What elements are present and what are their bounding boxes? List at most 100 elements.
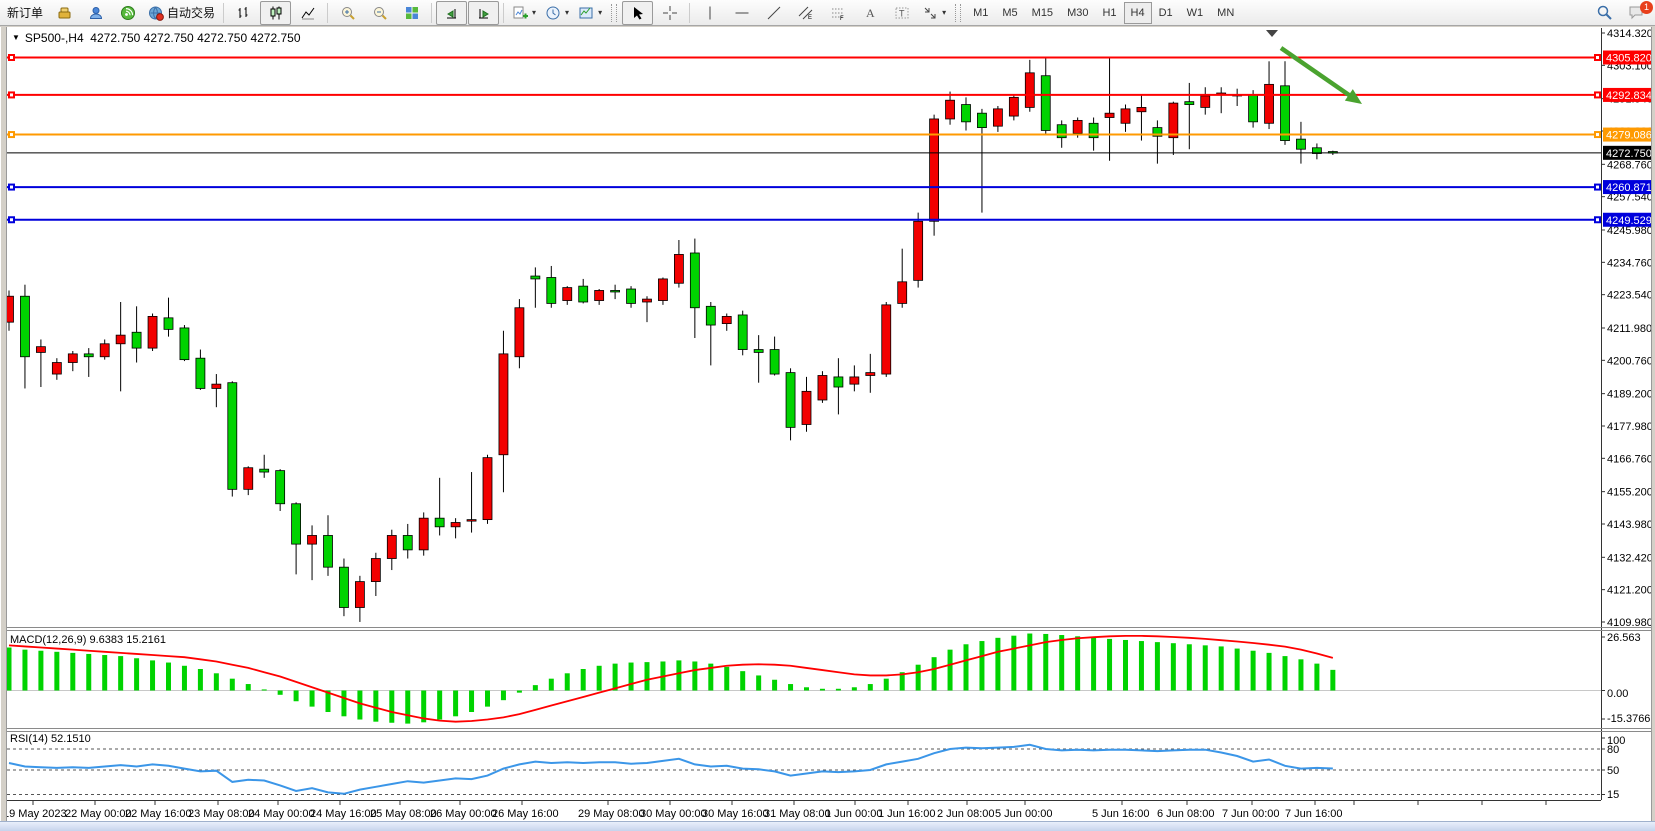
autotrading-label: 自动交易	[167, 6, 216, 20]
rsi-name: RSI(14)	[10, 733, 48, 745]
template-icon	[578, 5, 594, 21]
macd-name: MACD(12,26,9)	[10, 634, 87, 646]
svg-text:E: E	[808, 15, 812, 21]
svg-text:F: F	[840, 16, 844, 21]
svg-text:4249.529: 4249.529	[1606, 215, 1652, 227]
tf-h4[interactable]: H4	[1123, 1, 1152, 24]
template-button[interactable]: ▾	[574, 1, 606, 25]
chevron-down-icon: ▾	[942, 8, 947, 17]
svg-text:4109.980: 4109.980	[1607, 617, 1653, 629]
tile-windows-button[interactable]	[396, 1, 427, 25]
text-button[interactable]: A	[854, 1, 885, 25]
toolbar-grip[interactable]	[611, 3, 618, 22]
svg-text:4257.540: 4257.540	[1607, 192, 1653, 204]
svg-text:24 May 16:00: 24 May 16:00	[310, 808, 377, 820]
rsi-label: RSI(14) 52.1510	[10, 733, 91, 745]
svg-text:4143.980: 4143.980	[1607, 519, 1653, 531]
notifications-button[interactable]: 1	[1621, 0, 1653, 25]
chart-window	[0, 27, 1655, 831]
tile-windows-icon	[404, 5, 420, 21]
label-icon: T	[894, 5, 910, 21]
svg-text:50: 50	[1607, 765, 1619, 777]
bar-chart-button[interactable]	[228, 1, 259, 25]
window-bottom-strip[interactable]	[0, 821, 1655, 831]
auto-scroll-button[interactable]	[436, 0, 468, 25]
svg-text:4234.760: 4234.760	[1607, 257, 1653, 269]
arrow-annotation[interactable]	[1279, 46, 1362, 104]
zoom-in-icon	[340, 5, 356, 21]
svg-text:5 Jun 16:00: 5 Jun 16:00	[1092, 808, 1150, 820]
svg-text:26 May 16:00: 26 May 16:00	[492, 808, 559, 820]
search-icon	[1596, 4, 1613, 21]
svg-text:30 May 16:00: 30 May 16:00	[702, 808, 769, 820]
new-chart-icon	[512, 5, 529, 21]
cursor-button[interactable]	[622, 0, 654, 25]
line-chart-button[interactable]	[292, 1, 323, 25]
autotrading-button[interactable]: 自动交易	[144, 1, 219, 25]
new-order-label: 新订单	[7, 6, 44, 20]
chart-canvas[interactable]: 4314.3204303.1004291.5404280.3204268.760…	[0, 27, 1655, 831]
line-chart-icon	[300, 5, 316, 21]
svg-text:4292.834: 4292.834	[1606, 90, 1652, 102]
community-button[interactable]	[80, 1, 111, 25]
chart-title[interactable]: ▼ SP500-,H4 4272.750 4272.750 4272.750 42…	[12, 31, 301, 45]
auto-scroll-icon	[444, 5, 460, 21]
svg-text:4245.980: 4245.980	[1607, 225, 1653, 237]
tf-m30[interactable]: M30	[1067, 6, 1089, 19]
svg-text:4177.980: 4177.980	[1607, 421, 1653, 433]
label-button[interactable]: T	[886, 1, 917, 25]
candlestick-button[interactable]	[260, 0, 292, 25]
hlines-layer[interactable]	[7, 54, 1601, 224]
trendline-button[interactable]	[758, 1, 789, 25]
autotrading-icon	[148, 5, 164, 21]
vertical-line-button[interactable]	[694, 1, 725, 25]
svg-text:4314.320: 4314.320	[1607, 28, 1653, 40]
candlestick-icon	[268, 5, 284, 21]
tf-h1[interactable]: H1	[1102, 6, 1117, 19]
tf-m1[interactable]: M1	[973, 6, 989, 19]
tf-mn[interactable]: MN	[1217, 6, 1235, 19]
search-button[interactable]	[1589, 1, 1620, 25]
svg-text:19 May 2023: 19 May 2023	[3, 808, 67, 820]
tf-m15[interactable]: M15	[1031, 6, 1054, 19]
market-button[interactable]	[48, 1, 79, 25]
svg-text:4305.820: 4305.820	[1606, 53, 1652, 65]
new-order-button[interactable]: 新订单	[3, 1, 47, 25]
svg-text:1 Jun 00:00: 1 Jun 00:00	[825, 808, 883, 820]
timeframe-group: M1 M5 M15 M30 H1 H4 D1 W1 MN	[966, 1, 1241, 24]
svg-text:7 Jun 16:00: 7 Jun 16:00	[1285, 808, 1343, 820]
arrows-button[interactable]: ▾	[918, 1, 950, 25]
zoom-in-button[interactable]	[332, 1, 363, 25]
tf-m5[interactable]: M5	[1002, 6, 1018, 19]
svg-text:4211.980: 4211.980	[1607, 323, 1652, 335]
svg-text:2 Jun 08:00: 2 Jun 08:00	[937, 808, 995, 820]
fibonacci-button[interactable]: F	[822, 1, 853, 25]
tf-w1[interactable]: W1	[1186, 6, 1204, 19]
tf-d1[interactable]: D1	[1158, 6, 1173, 19]
chart-shift-marker[interactable]	[1266, 30, 1278, 37]
period-menu-button[interactable]: ▾	[541, 1, 573, 25]
svg-text:4132.420: 4132.420	[1607, 552, 1653, 564]
cursor-icon	[630, 5, 646, 21]
zoom-out-button[interactable]	[364, 1, 395, 25]
chevron-down-icon: ▾	[565, 8, 570, 17]
zoom-out-icon	[372, 5, 388, 21]
chart-ohlc-values: 4272.750 4272.750 4272.750 4272.750	[90, 31, 301, 45]
macd-signal-value: 15.2161	[126, 634, 166, 646]
price-axis[interactable]: 4314.3204303.1004291.5404280.3204268.760…	[1601, 28, 1653, 629]
horizontal-line-button[interactable]	[726, 1, 757, 25]
new-chart-button[interactable]: ▾	[508, 1, 540, 25]
signals-button[interactable]	[112, 1, 143, 25]
channel-button[interactable]: E	[790, 1, 821, 25]
svg-text:23 May 08:00: 23 May 08:00	[188, 808, 255, 820]
svg-text:26 May 00:00: 26 May 00:00	[430, 808, 497, 820]
chart-shift-button[interactable]	[468, 0, 500, 25]
crosshair-button[interactable]	[654, 1, 685, 25]
gold-chest-icon	[56, 5, 72, 21]
channel-icon: E	[798, 5, 814, 21]
toolbar-grip[interactable]	[955, 3, 962, 22]
svg-text:15: 15	[1607, 789, 1619, 801]
svg-text:T: T	[899, 8, 905, 18]
